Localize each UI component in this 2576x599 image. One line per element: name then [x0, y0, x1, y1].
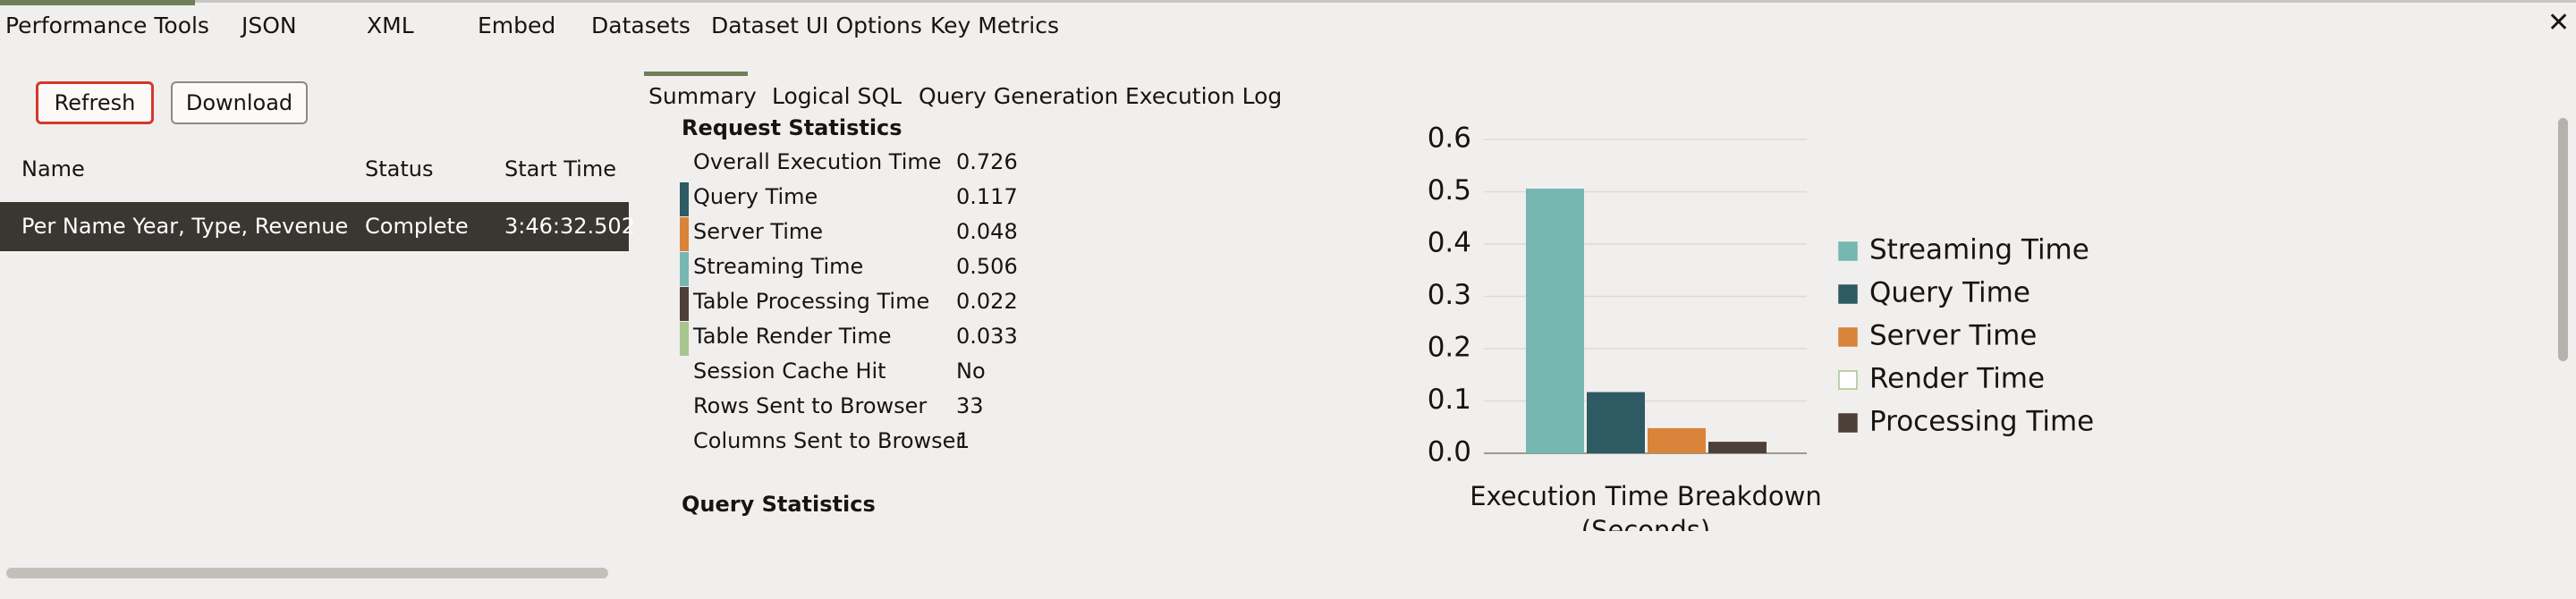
stat-value: 0.726 — [956, 149, 1018, 174]
subtab[interactable]: Summary — [648, 83, 757, 109]
column-header: Name — [21, 156, 85, 181]
legend-label: Processing Time — [1869, 406, 2094, 438]
y-tick-label: 0.3 — [1428, 279, 1471, 311]
color-swatch — [680, 252, 689, 286]
bar — [1526, 188, 1584, 453]
color-swatch — [680, 287, 689, 321]
stat-value: 0.022 — [956, 289, 1018, 314]
y-tick-label: 0.5 — [1428, 174, 1471, 207]
legend-swatch — [1838, 327, 1858, 347]
stat-value: No — [956, 359, 986, 384]
download-button[interactable]: Download — [171, 81, 308, 124]
color-swatch — [680, 217, 689, 251]
y-tick-label: 0.0 — [1428, 436, 1471, 468]
vertical-scrollbar[interactable] — [2558, 118, 2568, 361]
legend-label: Streaming Time — [1869, 234, 2089, 266]
active-tab-indicator — [0, 0, 195, 5]
tab[interactable]: Performance Tools — [5, 13, 209, 38]
bar — [1648, 427, 1706, 453]
stat-value: 33 — [956, 393, 984, 418]
legend-swatch — [1838, 370, 1858, 390]
stat-label: Server Time — [693, 219, 824, 244]
stat-label: Session Cache Hit — [693, 359, 886, 384]
table-cell: Complete — [365, 214, 469, 239]
color-swatch — [680, 322, 689, 356]
color-swatch — [680, 182, 689, 216]
tab[interactable]: Datasets — [591, 13, 691, 38]
subtab[interactable]: Query Generation — [919, 83, 1119, 109]
section-title: Query Statistics — [682, 492, 876, 517]
stat-value: 0.048 — [956, 219, 1018, 244]
refresh-button[interactable]: Refresh — [36, 81, 154, 124]
stat-label: Rows Sent to Browser — [693, 393, 928, 418]
subtab[interactable]: Logical SQL — [772, 83, 902, 109]
active-subtab-indicator — [644, 72, 748, 76]
tab[interactable]: XML — [367, 13, 414, 38]
column-header: Start Time — [504, 156, 616, 181]
stat-value: 0.033 — [956, 324, 1018, 349]
stat-label: Table Processing Time — [693, 289, 930, 314]
stat-label: Query Time — [693, 184, 818, 209]
legend-label: Render Time — [1869, 363, 2045, 395]
y-tick-label: 0.2 — [1428, 332, 1471, 364]
stat-label: Table Render Time — [693, 324, 892, 349]
y-tick-label: 0.4 — [1428, 227, 1471, 259]
bar — [1587, 392, 1645, 453]
column-header: Status — [365, 156, 434, 181]
stat-value: 1 — [956, 428, 970, 453]
chart: 0.0 0.1 0.2 0.3 0.4 0.5 0.6 Streaming Time Query… — [1428, 122, 2095, 468]
legend-swatch — [1838, 284, 1858, 304]
stat-label: Columns Sent to Browser — [693, 428, 965, 453]
legend-label: Query Time — [1869, 277, 2030, 309]
stat-label: Overall Execution Time — [693, 149, 942, 174]
section-title: Request Statistics — [682, 115, 902, 140]
stat-label: Streaming Time — [693, 254, 864, 279]
y-tick-label: 0.6 — [1428, 122, 1471, 155]
bar — [1708, 442, 1767, 453]
selected-row[interactable] — [0, 202, 629, 251]
y-tick-label: 0.1 — [1428, 384, 1471, 416]
table-cell: 3:46:32.502 — [504, 214, 635, 239]
legend-swatch — [1838, 413, 1858, 433]
tab[interactable]: Dataset UI Options — [711, 13, 922, 38]
stat-value: 0.117 — [956, 184, 1018, 209]
tab[interactable]: Embed — [478, 13, 556, 38]
horizontal-scrollbar[interactable] — [6, 568, 608, 578]
top-border — [0, 0, 2576, 3]
table-cell: Per Name Year, Type, Revenue — [21, 214, 349, 239]
legend-label: Server Time — [1869, 320, 2037, 352]
x-axis-title: Execution Time Breakdown (Seconds) — [1470, 481, 1822, 531]
legend-swatch — [1838, 241, 1858, 261]
subtab[interactable]: Execution Log — [1125, 83, 1283, 109]
tab[interactable]: JSON — [242, 13, 297, 38]
tab[interactable]: Key Metrics — [930, 13, 1060, 38]
stat-value: 0.506 — [956, 254, 1018, 279]
close-button[interactable]: ✕ — [2547, 7, 2571, 38]
